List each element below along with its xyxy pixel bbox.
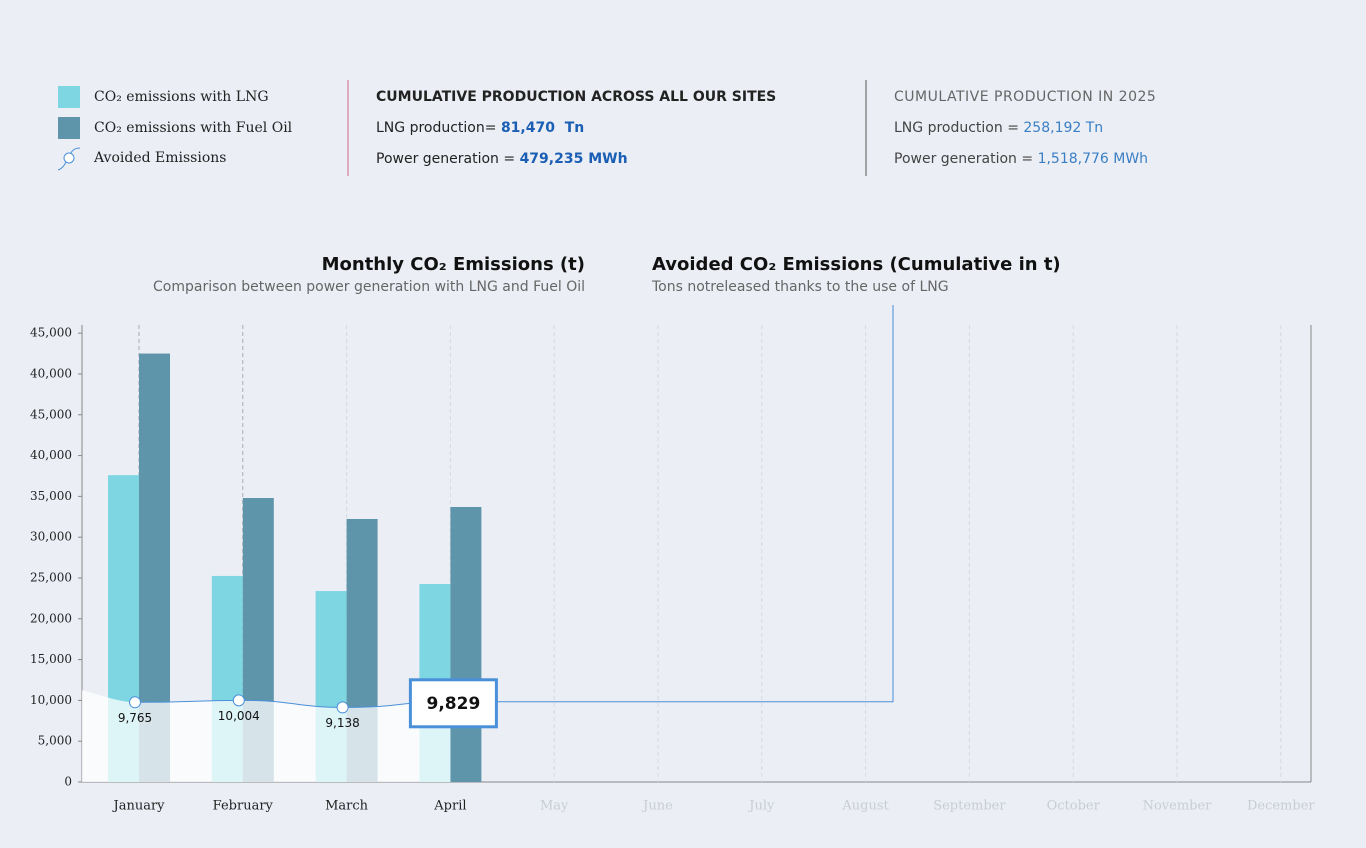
x-tick-label: June	[641, 799, 673, 814]
x-tick-label: November	[1143, 799, 1213, 814]
info-label: LNG production =	[894, 120, 1019, 136]
y-tick-label: 0	[64, 775, 72, 789]
x-tick-label: August	[841, 799, 889, 814]
info-title: CUMULATIVE PRODUCTION IN 2025	[894, 89, 1156, 105]
y-tick-label: 45,000	[30, 326, 72, 340]
y-tick-label: 40,000	[30, 448, 72, 462]
info-value: 258,192 Tn	[1023, 120, 1103, 136]
x-tick-label: September	[933, 799, 1006, 814]
y-tick-label: 15,000	[30, 652, 72, 666]
chart-title: Avoided CO₂ Emissions (Cumulative in t)	[652, 254, 1061, 275]
value-label: 10,004	[218, 709, 260, 723]
info-value: 1,518,776 MWh	[1038, 151, 1149, 167]
chart-subtitle: Tons notreleased thanks to the use of LN…	[651, 279, 949, 295]
info-label: Power generation =	[376, 151, 515, 167]
y-tick-label: 35,000	[30, 489, 72, 503]
value-box	[408, 678, 498, 729]
x-tick-label: July	[747, 799, 775, 814]
x-tick-label: March	[325, 799, 369, 814]
y-tick-label: 45,000	[30, 407, 72, 421]
info-text: LNG production = 258,192 Tn	[894, 120, 1103, 136]
info-label: Power generation =	[894, 151, 1033, 167]
info-text: Power generation = 1,518,776 MWh	[894, 151, 1148, 167]
point	[336, 701, 349, 714]
legend-text: CO₂ emissions with LNG	[94, 89, 269, 105]
chart-subtitle: Comparison between power generation with…	[153, 279, 585, 295]
connector	[496, 305, 894, 703]
y-tick-label: 30,000	[30, 530, 72, 544]
value-label: 9,829	[427, 694, 481, 714]
x-tick-label: October	[1047, 799, 1101, 814]
y-tick-label: 40,000	[30, 366, 72, 380]
info-value: 479,235 MWh	[520, 151, 628, 167]
x-tick-label: December	[1247, 799, 1315, 814]
info-label: LNG production=	[376, 120, 496, 136]
avoided-area	[82, 690, 451, 782]
y-tick-label: 20,000	[30, 611, 72, 625]
x-tick-label: April	[433, 799, 466, 814]
info-text: LNG production= 81,470 Tn	[376, 120, 584, 136]
bar	[450, 506, 482, 782]
info-text: Power generation = 479,235 MWh	[376, 151, 628, 167]
x-tick-label: May	[540, 799, 569, 814]
legend-swatch	[58, 86, 80, 108]
y-tick-label: 25,000	[30, 570, 72, 584]
value-label: 9,138	[325, 716, 359, 730]
legend-text: CO₂ emissions with Fuel Oil	[94, 120, 293, 136]
y-tick-label: 5,000	[38, 734, 72, 748]
x-tick-label: February	[213, 799, 274, 814]
info-title: CUMULATIVE PRODUCTION ACROSS ALL OUR SIT…	[376, 89, 776, 105]
avoided-line	[138, 699, 451, 708]
point	[129, 696, 141, 709]
value-label: 9,765	[118, 711, 152, 725]
point	[232, 694, 245, 707]
y-tick-label: 10,000	[30, 693, 72, 707]
legend-text: Avoided Emissions	[93, 150, 226, 166]
legend-swatch	[58, 117, 80, 139]
info-value: 81,470 Tn	[501, 120, 584, 136]
chart-title: Monthly CO₂ Emissions (t)	[322, 254, 585, 275]
x-tick-label: January	[111, 799, 165, 814]
legend-dot	[63, 152, 75, 164]
